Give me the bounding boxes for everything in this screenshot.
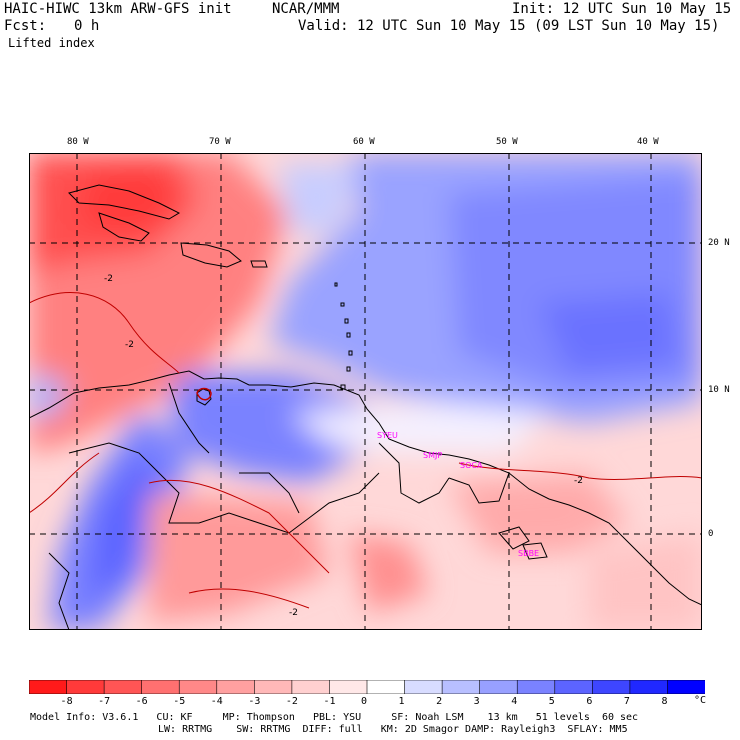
colorbar-bin [667, 680, 705, 694]
colorbar-tick-label: -1 [323, 696, 336, 707]
colorbar-bin [178, 680, 218, 694]
model-title: HAIC-HIWC 13km ARW-GFS init [4, 1, 232, 17]
colorbar-bin [66, 680, 105, 694]
colorbar-bin [291, 680, 331, 694]
init-time: Init: 12 UTC Sun 10 May 15 [512, 1, 732, 17]
colorbar-tick-label: 1 [398, 696, 405, 707]
colorbar-bin [216, 680, 256, 694]
colorbar-bin [103, 680, 143, 694]
colorbar-tick-label: -6 [135, 696, 148, 707]
colorbar-bin [479, 680, 519, 694]
contour-label: -2 [125, 340, 134, 350]
field-name: Lifted index [8, 36, 95, 50]
colorbar-unit: °C [694, 695, 707, 706]
contour-label: -2 [289, 608, 298, 618]
colorbar-tick-label: 6 [586, 696, 593, 707]
lon-label-70w: 70 W [209, 137, 231, 147]
colorbar-tick-label: -4 [210, 696, 223, 707]
forecast-label: Fcst: [4, 18, 47, 34]
colorbar-tick-label: 2 [436, 696, 443, 707]
station-sbbe: SBBE [518, 549, 540, 558]
colorbar-tick-label: -5 [173, 696, 186, 707]
colorbar-tick-label: 5 [548, 696, 555, 707]
organization: NCAR/MMM [272, 1, 340, 17]
station-syeu: SYEU [377, 431, 398, 440]
lon-label-80w: 80 W [67, 137, 89, 147]
lat-label-10n: 10 N [708, 385, 730, 395]
colorbar-bin [404, 680, 443, 694]
colorbar-bin [141, 680, 181, 694]
lat-label-20n: 20 N [708, 238, 730, 248]
station-smjp: SMJP [423, 451, 443, 460]
station-soca: SOCA [460, 461, 483, 470]
colorbar-bin [329, 680, 368, 694]
lon-label-60w: 60 W [353, 137, 375, 147]
lifted-index-map: -2 -2 -2 -2 [29, 153, 702, 630]
colorbar-tick-label: -3 [248, 696, 261, 707]
lat-label-equator: 0 [708, 529, 714, 539]
colorbar-tick-label: -7 [98, 696, 111, 707]
colorbar-bin [254, 680, 293, 694]
colorbar-tick-label: 7 [623, 696, 630, 707]
colorbar-tick-label: 0 [361, 696, 368, 707]
model-info-line2: LW: RRTMG SW: RRTMG DIFF: full KM: 2D Sm… [158, 724, 628, 735]
colorbar-bin [516, 680, 556, 694]
colorbar-tick-label: 8 [661, 696, 668, 707]
colorbar-tick-label: -2 [285, 696, 298, 707]
colorbar-tick-label: 3 [473, 696, 480, 707]
colorbar-bin [29, 680, 68, 694]
colorbar-bin [441, 680, 481, 694]
colorbar-bin [629, 680, 669, 694]
colorbar-bin [592, 680, 631, 694]
contour-label: -2 [104, 274, 113, 284]
lifted-index-colorbar [29, 680, 705, 694]
colorbar-bin [554, 680, 594, 694]
forecast-value: 0 h [74, 18, 100, 34]
model-info-line1: Model Info: V3.6.1 CU: KF MP: Thompson P… [30, 712, 639, 723]
colorbar-bin [366, 680, 406, 694]
colorbar-tick-label: 4 [511, 696, 518, 707]
lon-label-50w: 50 W [496, 137, 518, 147]
lon-label-40w: 40 W [637, 137, 659, 147]
contour-label: -2 [574, 476, 583, 486]
colorbar-tick-label: -8 [60, 696, 73, 707]
valid-time: Valid: 12 UTC Sun 10 May 15 (09 LST Sun … [298, 18, 720, 34]
